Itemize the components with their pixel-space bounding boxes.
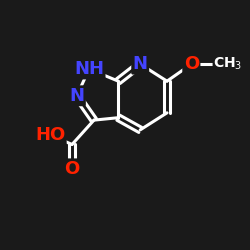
Text: O: O [64,160,80,178]
Text: CH$_3$: CH$_3$ [213,56,242,72]
Text: NH: NH [74,60,104,78]
Text: N: N [133,55,148,73]
Text: O: O [184,55,199,73]
Text: HO: HO [35,126,65,144]
Text: N: N [70,87,84,105]
